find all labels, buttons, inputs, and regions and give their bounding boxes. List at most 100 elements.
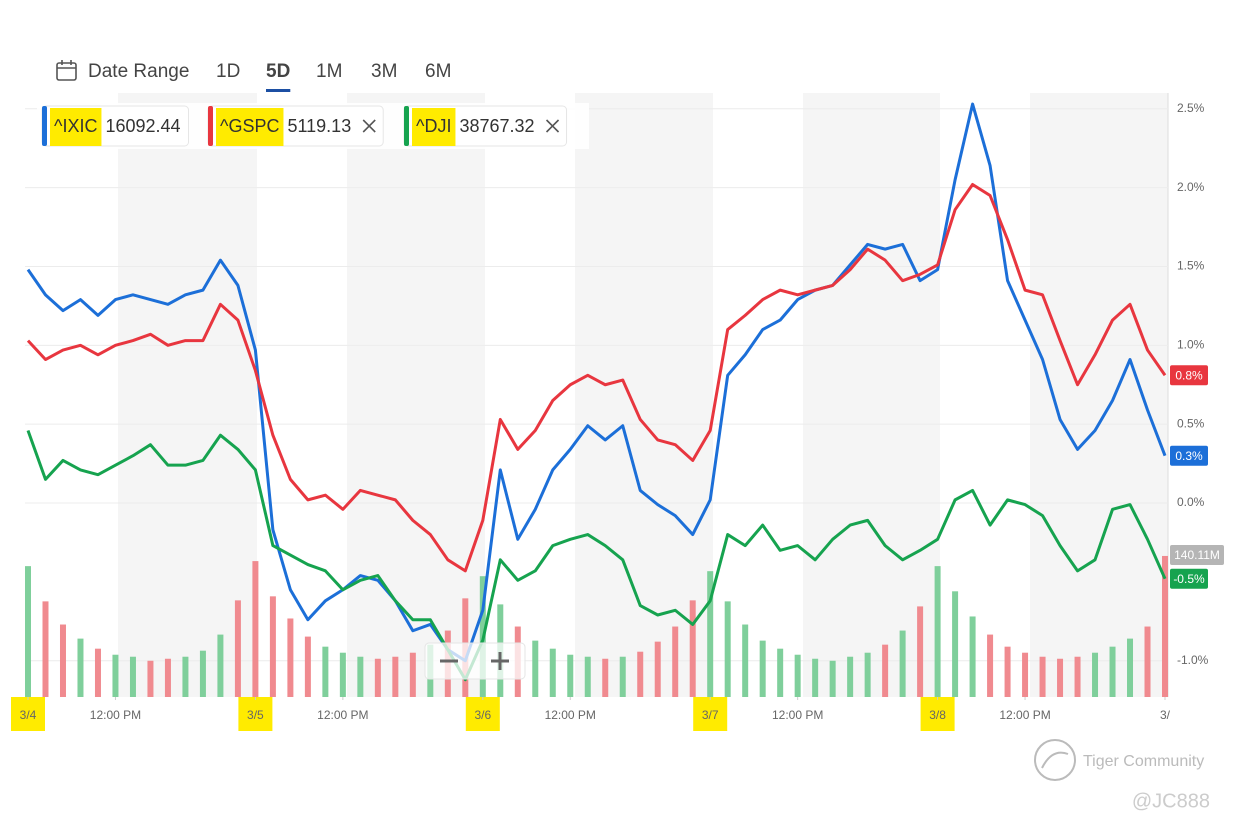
volume-bar (987, 634, 994, 697)
x-tick-label: 12:00 PM (545, 708, 596, 722)
volume-bar (969, 616, 976, 697)
volume-bar (357, 656, 364, 697)
legend-item[interactable]: ^IXIC 16092.44 (41, 105, 190, 147)
calendar-icon (56, 60, 77, 81)
legend-swatch (404, 106, 409, 146)
remove-button[interactable] (545, 119, 560, 133)
date-range-label[interactable]: Date Range (88, 61, 189, 82)
volume-bar (777, 648, 784, 697)
x-tick-label: 12:00 PM (999, 708, 1050, 722)
volume-bar (1057, 658, 1064, 697)
volume-bar (864, 652, 871, 697)
x-tick-label: 12:00 PM (317, 708, 368, 722)
legend-name: ^IXIC (54, 116, 97, 136)
volume-bar (199, 650, 206, 697)
x-tick-label: 3/8 (929, 708, 946, 722)
logo (1034, 739, 1076, 781)
series-line (26, 182, 1167, 573)
legend-swatch (208, 106, 213, 146)
volume-bar (584, 656, 591, 697)
legend-swatch (42, 106, 47, 146)
y-tick-label: 2.5% (1177, 101, 1205, 115)
volume-bar (724, 601, 731, 697)
last-value-badge (1170, 365, 1208, 386)
volume-bar (899, 630, 906, 697)
volume-bar (1092, 652, 1099, 697)
annotation-highlight (238, 697, 273, 731)
volume-bar (532, 640, 539, 697)
volume-bar (619, 656, 626, 697)
last-value-badge (1170, 568, 1208, 589)
volume-bar (129, 656, 136, 697)
legend-name: ^DJI (416, 116, 451, 136)
volume-bar (59, 624, 66, 697)
range-button[interactable]: 5D (266, 61, 290, 82)
band (575, 93, 713, 697)
volume-bar (812, 658, 819, 697)
volume-bar (934, 566, 941, 697)
volume-bar (742, 624, 749, 697)
volume-bar (217, 634, 224, 697)
annotation-highlight (465, 697, 500, 731)
annotation-highlight (216, 108, 284, 146)
x-tick-label: 3/4 (20, 708, 37, 722)
volume-bar (94, 648, 101, 697)
range-button[interactable]: 6M (425, 61, 451, 82)
last-value-badge (1170, 445, 1208, 466)
volume-bar (794, 654, 801, 697)
volume-bar (567, 654, 574, 697)
volume-bar (549, 648, 556, 697)
series-line (26, 102, 1167, 663)
selected-underline (266, 89, 291, 92)
band (803, 93, 940, 697)
legend-value: 5119.13 (287, 116, 351, 136)
x-tick-label: 3/5 (247, 708, 264, 722)
volume-bar (25, 566, 31, 697)
volume-bar (917, 606, 924, 697)
volume-bar (409, 652, 416, 697)
volume-bar (1127, 638, 1134, 697)
annotation-highlight (11, 697, 45, 731)
legend-name: ^GSPC (220, 116, 279, 136)
x-tick-label: 3/ (1160, 708, 1171, 722)
legend-item[interactable]: ^DJI 38767.32 (403, 105, 568, 147)
series-line (26, 429, 1167, 682)
volume-bar (1109, 646, 1116, 697)
volume-bar (1144, 626, 1151, 697)
remove-button[interactable] (362, 119, 376, 133)
range-button[interactable]: 1D (216, 61, 240, 82)
last-value-label: 0.3% (1175, 449, 1203, 463)
volume-bar (1162, 555, 1168, 697)
annotation-highlight (920, 697, 955, 731)
volume-bar (672, 626, 679, 697)
range-button[interactable]: 3M (371, 61, 397, 82)
volume-bar (112, 654, 119, 697)
volume-bar (182, 656, 189, 697)
volume-bar (77, 638, 84, 697)
chart: 2.5% 2.0% 1.5% 1.0% 0.5% 0.0% -1.0% 3/4 12:00 PM… (11, 101, 1224, 731)
volume-bar (654, 641, 661, 697)
volume-bar (847, 656, 854, 697)
band (347, 93, 485, 697)
volume-label: 140.11M (1174, 548, 1220, 562)
x-tick-label: 3/7 (702, 708, 719, 722)
annotation-highlight (50, 108, 102, 146)
x-tick-label: 12:00 PM (772, 708, 823, 722)
range-button[interactable]: 1M (316, 61, 342, 82)
y-tick-label: -1.0% (1177, 653, 1209, 667)
y-tick-label: 2.0% (1177, 180, 1205, 194)
legend-item[interactable]: ^GSPC 5119.13 (207, 105, 384, 147)
volume-bar (374, 658, 381, 697)
volume-bar (1004, 646, 1011, 697)
last-value-label: 0.8% (1175, 368, 1203, 382)
legend-value: 16092.44 (105, 116, 180, 136)
volume-bar (602, 658, 609, 697)
y-tick-label: 1.5% (1177, 259, 1205, 273)
zoom-control[interactable] (424, 642, 526, 680)
x-tick-label: 3/6 (474, 708, 491, 722)
volume-bar (759, 640, 766, 697)
band (1030, 93, 1168, 697)
volume-bar (252, 561, 259, 697)
